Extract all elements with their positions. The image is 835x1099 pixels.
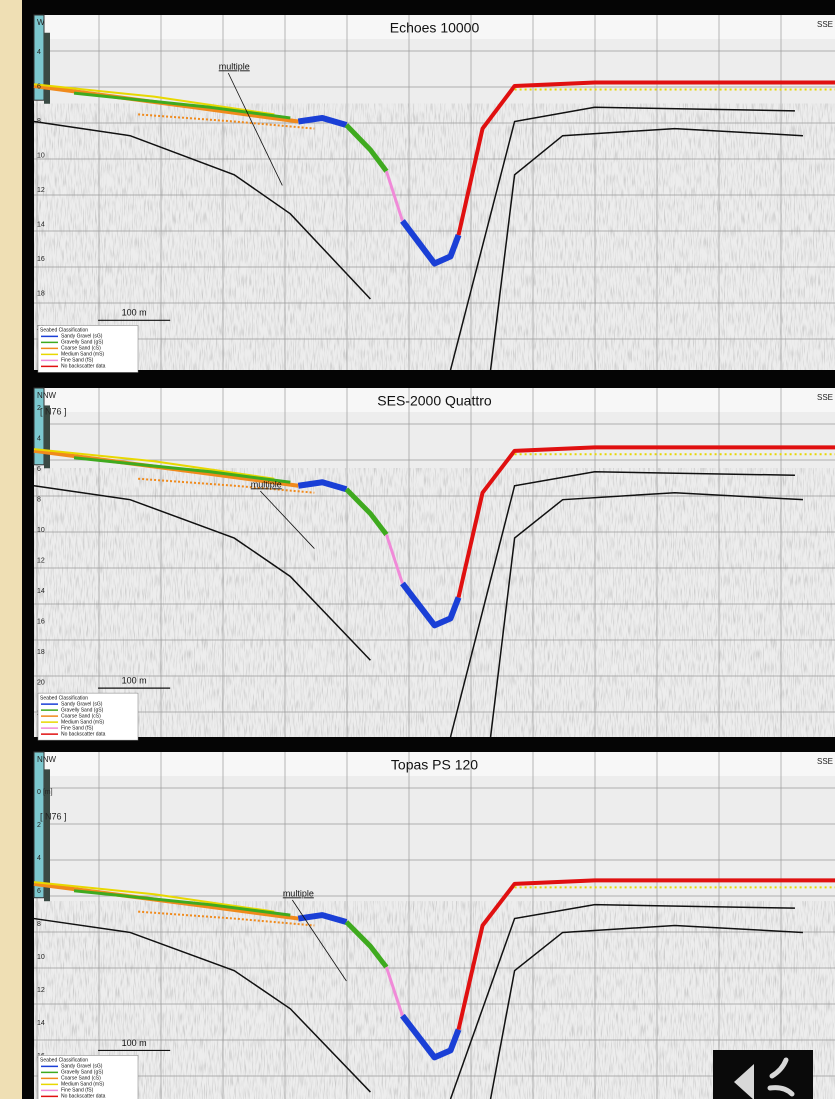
depth-label: 12 — [37, 557, 45, 564]
depth-label: 8 — [37, 496, 41, 503]
depth-label: 10 — [37, 152, 45, 159]
depth-label: 10 — [37, 527, 45, 534]
depth-label: 6 — [37, 888, 41, 895]
depth-label: 14 — [37, 221, 45, 228]
legend-label: No backscatter data — [61, 731, 106, 737]
profile-title: Echoes 10000 — [390, 20, 480, 36]
depth-label: 6 — [37, 466, 41, 473]
depth-label: 20 — [37, 679, 45, 686]
depth-label: 4 — [37, 435, 41, 442]
depth-label: 0 [m] — [37, 789, 53, 796]
depth-label: 12 — [37, 187, 45, 194]
scale-label: 100 m — [122, 1038, 147, 1048]
depth-label: 10 — [37, 954, 45, 961]
legend-label: No backscatter data — [61, 364, 106, 370]
depth-label: 2 — [37, 822, 41, 829]
direction-label: SSE — [817, 757, 833, 766]
scale-label: 100 m — [122, 676, 147, 686]
direction-label: SSE — [817, 20, 833, 29]
depth-label: 6 — [37, 83, 41, 90]
side-strip — [0, 0, 22, 1099]
depth-label: 4 — [37, 855, 41, 862]
direction-label: NNW — [37, 391, 57, 400]
scale-label: 100 m — [122, 308, 147, 318]
profile-panel: SES-2000 Quattro NNW SSE [ N76 ]2 4 6 8 10 12 14 1… — [34, 388, 835, 740]
seismic-texture — [34, 104, 835, 370]
depth-label: 16 — [37, 256, 45, 263]
depth-label: 14 — [37, 588, 45, 595]
legend-label: No backscatter data — [61, 1094, 106, 1099]
borehole-core — [44, 33, 50, 104]
direction-label: NNW — [37, 755, 57, 764]
depth-label: 14 — [37, 1020, 45, 1027]
profile-title: Topas PS 120 — [391, 757, 478, 773]
multiple-label: multiple — [283, 888, 314, 898]
depth-label: 16 — [37, 618, 45, 625]
page: Echoes 10000 W SSE 4 6 8 10 12 14 16 18 20 multiple 1… — [0, 0, 835, 1099]
multiple-label: multiple — [251, 479, 282, 489]
depth-label: 8 — [37, 921, 41, 928]
profile-panel: Echoes 10000WSSE468101214161820multiple1… — [34, 15, 835, 372]
station-label: [ N76 ] — [40, 406, 67, 416]
slide: Echoes 10000 W SSE 4 6 8 10 12 14 16 18 20 multiple 1… — [0, 0, 835, 1099]
depth-label: 18 — [37, 290, 45, 297]
profile-panel: Topas PS 120 NNW SSE [ N76 ] 0 [m] 2 4 6 8 10 12 14… — [34, 752, 835, 1099]
profile-title: SES-2000 Quattro — [377, 393, 492, 409]
depth-label: 8 — [37, 118, 41, 125]
multiple-label: multiple — [219, 61, 250, 71]
depth-label: 4 — [37, 49, 41, 56]
station-label: [ N76 ] — [40, 811, 67, 821]
direction-label: W — [37, 18, 45, 27]
direction-label: SSE — [817, 393, 833, 402]
audio-icon[interactable] — [713, 1050, 813, 1099]
depth-label: 12 — [37, 987, 45, 994]
depth-label: 2 — [37, 405, 41, 412]
depth-label: 18 — [37, 649, 45, 656]
